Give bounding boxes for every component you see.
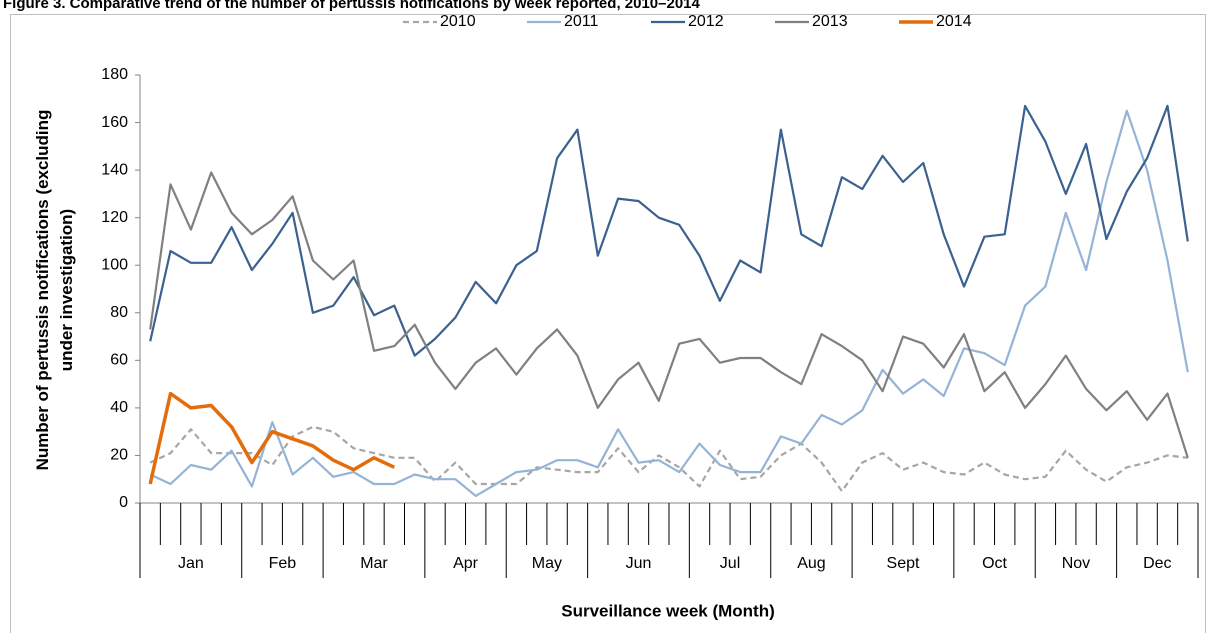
month-label: Apr [453,555,479,572]
y-tick-label: 140 [101,161,128,178]
month-label: Oct [982,555,1007,572]
series-line [149,425,1188,493]
series-line [148,391,396,485]
series-line [149,104,1189,357]
month-label: Jan [178,555,204,572]
y-axis-title-text: Number of pertussis notifications (exclu… [33,110,76,471]
month-label: Nov [1062,555,1090,572]
legend-label: 2010 [440,13,476,30]
chart-title: Figure 3. Comparative trend of the numbe… [3,0,701,12]
month-label: Sept [887,555,920,572]
month-label: Jun [626,555,652,572]
y-tick-label: 80 [110,304,128,321]
legend-label: 2011 [564,13,599,30]
legend-label: 2014 [936,13,972,30]
y-tick-label: 40 [110,399,128,416]
month-label: May [532,555,562,572]
month-label: Mar [360,555,388,572]
y-tick-label: 100 [101,256,128,273]
legend-label: 2013 [812,13,848,30]
month-label: Dec [1143,555,1171,572]
y-tick-label: 0 [119,494,128,511]
y-tick-label: 120 [101,209,128,226]
month-label: Aug [797,555,825,572]
y-tick-label: 180 [101,66,128,83]
month-label: Feb [269,555,297,572]
y-tick-label: 60 [110,352,128,369]
series-line [149,171,1189,459]
series-line [149,109,1189,497]
y-axis-title: Number of pertussis notifications (exclu… [33,110,76,471]
month-label: Jul [720,555,740,572]
y-tick-label: 20 [110,447,128,464]
y-tick-label: 160 [101,114,128,131]
x-axis-title: Surveillance week (Month) [561,601,775,620]
legend-label: 2012 [688,13,724,30]
